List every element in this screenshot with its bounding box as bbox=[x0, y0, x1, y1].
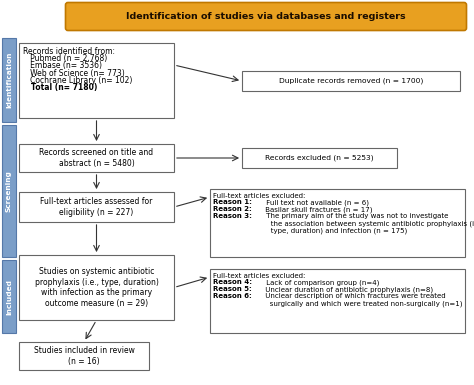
FancyBboxPatch shape bbox=[242, 71, 460, 91]
Text: Cochrane Library (n= 102): Cochrane Library (n= 102) bbox=[23, 76, 132, 85]
FancyBboxPatch shape bbox=[19, 255, 174, 320]
Text: Full text not available (n = 6): Full text not available (n = 6) bbox=[264, 199, 369, 206]
Text: Reason 3:: Reason 3: bbox=[213, 213, 252, 219]
Text: Records identified from:: Records identified from: bbox=[23, 47, 115, 56]
Text: Basilar skull fractures (n = 17): Basilar skull fractures (n = 17) bbox=[264, 206, 373, 213]
Text: Reason 4:: Reason 4: bbox=[213, 280, 253, 286]
Text: Pubmed (n = 2,768): Pubmed (n = 2,768) bbox=[23, 54, 107, 63]
Text: Total (n= 7180): Total (n= 7180) bbox=[23, 83, 97, 92]
FancyBboxPatch shape bbox=[210, 269, 465, 333]
Text: Studies on systemic antibiotic
prophylaxis (i.e., type, duration)
with infection: Studies on systemic antibiotic prophylax… bbox=[35, 268, 158, 308]
Text: Identification: Identification bbox=[6, 52, 12, 108]
Text: Unclear duration of antibiotic prophylaxis (n=8): Unclear duration of antibiotic prophylax… bbox=[264, 286, 434, 293]
Text: Screening: Screening bbox=[6, 170, 12, 212]
Text: Reason 6:: Reason 6: bbox=[213, 293, 252, 299]
FancyBboxPatch shape bbox=[19, 192, 174, 222]
Text: Identification of studies via databases and registers: Identification of studies via databases … bbox=[126, 12, 406, 21]
FancyBboxPatch shape bbox=[210, 189, 465, 257]
Text: Full-text articles assessed for
eligibility (n = 227): Full-text articles assessed for eligibil… bbox=[40, 197, 153, 217]
Text: Full-text articles excluded:: Full-text articles excluded: bbox=[213, 192, 306, 199]
FancyBboxPatch shape bbox=[19, 43, 174, 118]
Text: Reason 5:: Reason 5: bbox=[213, 286, 252, 292]
FancyBboxPatch shape bbox=[19, 342, 149, 370]
Text: Unclear description of which fractures were treated
   surgically and which were: Unclear description of which fractures w… bbox=[264, 293, 463, 306]
Text: Reason 2:: Reason 2: bbox=[213, 206, 252, 212]
Text: Studies included in review
(n = 16): Studies included in review (n = 16) bbox=[34, 346, 135, 366]
Text: Records excluded (n = 5253): Records excluded (n = 5253) bbox=[265, 155, 374, 161]
FancyBboxPatch shape bbox=[65, 2, 466, 30]
Text: The primary aim of the study was not to investigate
   the association between s: The primary aim of the study was not to … bbox=[264, 213, 474, 234]
FancyBboxPatch shape bbox=[19, 144, 174, 172]
Text: Duplicate records removed (n = 1700): Duplicate records removed (n = 1700) bbox=[279, 78, 423, 84]
Text: Lack of comparison group (n=4): Lack of comparison group (n=4) bbox=[264, 280, 379, 286]
Text: Records screened on title and
abstract (n = 5480): Records screened on title and abstract (… bbox=[39, 148, 154, 168]
FancyBboxPatch shape bbox=[242, 148, 397, 168]
FancyBboxPatch shape bbox=[2, 125, 16, 257]
Text: Embase (n= 3536): Embase (n= 3536) bbox=[23, 61, 102, 70]
FancyBboxPatch shape bbox=[2, 38, 16, 122]
Text: Web of Science (n= 773): Web of Science (n= 773) bbox=[23, 69, 125, 78]
Text: Included: Included bbox=[6, 279, 12, 315]
Text: Full-text articles excluded:: Full-text articles excluded: bbox=[213, 273, 306, 278]
Text: Reason 1:: Reason 1: bbox=[213, 199, 252, 206]
FancyBboxPatch shape bbox=[2, 260, 16, 333]
